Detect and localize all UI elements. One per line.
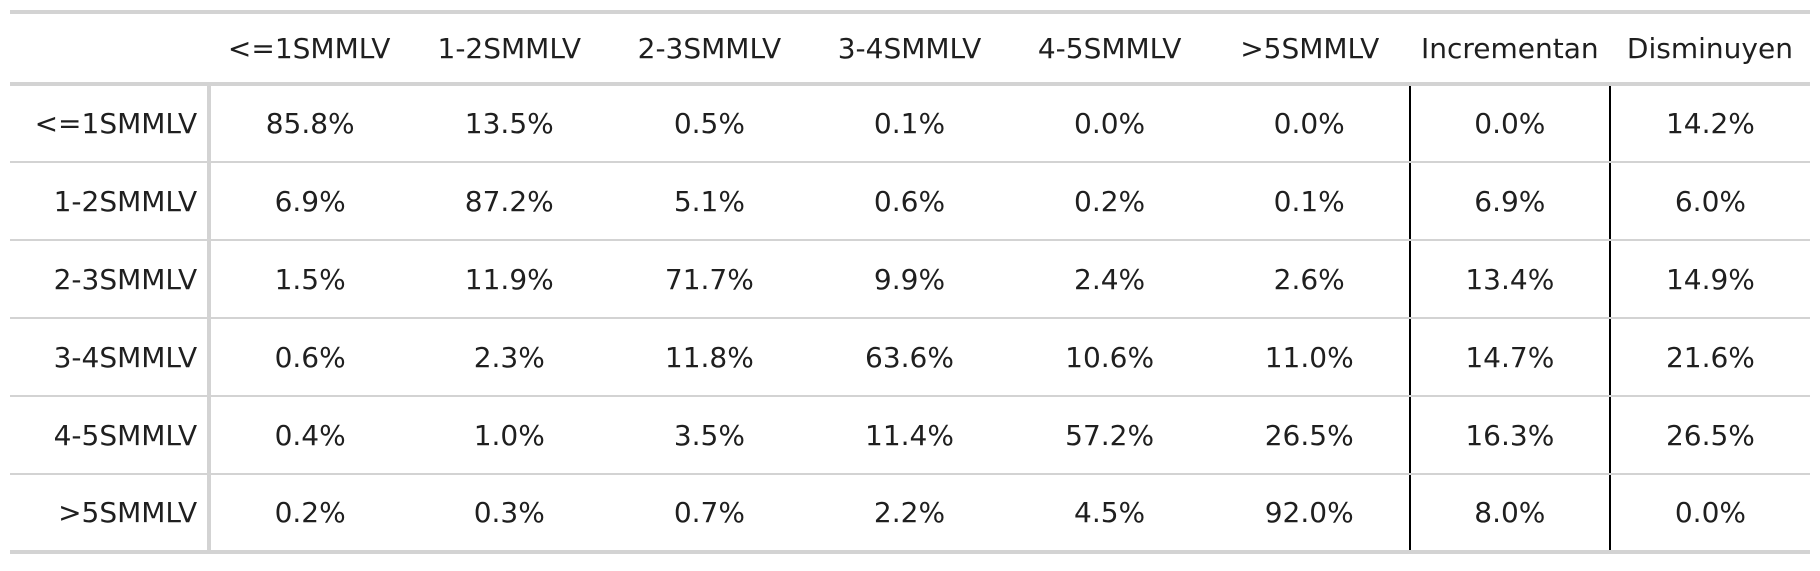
table-cell: 13.5% (409, 84, 610, 163)
table-cell: 0.0% (1009, 84, 1210, 163)
table-cell-disminuyen: 14.9% (1608, 240, 1810, 319)
table-cell: 11.0% (1209, 318, 1410, 397)
header-row: <=1SMMLV 1-2SMMLV 2-3SMMLV 3-4SMMLV 4-5S… (10, 10, 1810, 86)
table-cell: 0.1% (1209, 162, 1410, 241)
row-label: <=1SMMLV (10, 84, 212, 163)
table-cell: 9.9% (809, 240, 1010, 319)
column-header: 2-3SMMLV (609, 10, 810, 86)
table-cell: 11.8% (609, 318, 810, 397)
table-cell: 85.8% (209, 84, 410, 163)
table-cell: 63.6% (809, 318, 1010, 397)
table-cell-incrementan: 16.3% (1408, 396, 1610, 475)
table-cell: 11.9% (409, 240, 610, 319)
transition-matrix-table: <=1SMMLV 1-2SMMLV 2-3SMMLV 3-4SMMLV 4-5S… (10, 10, 1810, 554)
row-label: 1-2SMMLV (10, 162, 212, 241)
table-cell: 0.6% (809, 162, 1010, 241)
table-cell: 11.4% (809, 396, 1010, 475)
table-row: 1-2SMMLV 6.9% 87.2% 5.1% 0.6% 0.2% 0.1% … (10, 162, 1810, 241)
table-cell: 4.5% (1009, 474, 1210, 554)
table-row: 3-4SMMLV 0.6% 2.3% 11.8% 63.6% 10.6% 11.… (10, 318, 1810, 397)
table-cell: 5.1% (609, 162, 810, 241)
table-cell-disminuyen: 0.0% (1608, 474, 1810, 554)
table-cell: 6.9% (209, 162, 410, 241)
column-header-disminuyen: Disminuyen (1609, 10, 1810, 86)
table-row: 2-3SMMLV 1.5% 11.9% 71.7% 9.9% 2.4% 2.6%… (10, 240, 1810, 319)
table-cell-disminuyen: 26.5% (1608, 396, 1810, 475)
table-cell: 57.2% (1009, 396, 1210, 475)
table-cell: 2.2% (809, 474, 1010, 554)
column-header: <=1SMMLV (209, 10, 410, 86)
table-cell: 0.2% (209, 474, 410, 554)
column-header: 3-4SMMLV (809, 10, 1010, 86)
row-label: >5SMMLV (10, 474, 212, 554)
table-cell: 0.0% (1209, 84, 1410, 163)
table-cell: 26.5% (1209, 396, 1410, 475)
column-header: >5SMMLV (1209, 10, 1410, 86)
row-label: 2-3SMMLV (10, 240, 212, 319)
row-label: 3-4SMMLV (10, 318, 212, 397)
column-header: 4-5SMMLV (1009, 10, 1210, 86)
table-cell-disminuyen: 21.6% (1608, 318, 1810, 397)
table-cell: 0.7% (609, 474, 810, 554)
table-row: >5SMMLV 0.2% 0.3% 0.7% 2.2% 4.5% 92.0% 8… (10, 474, 1810, 554)
table-row: 4-5SMMLV 0.4% 1.0% 3.5% 11.4% 57.2% 26.5… (10, 396, 1810, 475)
corner-header-cell (10, 10, 210, 86)
table-cell: 0.3% (409, 474, 610, 554)
table-cell-disminuyen: 6.0% (1608, 162, 1810, 241)
table-cell-incrementan: 8.0% (1408, 474, 1610, 554)
table-cell: 1.0% (409, 396, 610, 475)
table-cell: 87.2% (409, 162, 610, 241)
column-header-incrementan: Incrementan (1409, 10, 1610, 86)
table-cell: 1.5% (209, 240, 410, 319)
column-header: 1-2SMMLV (409, 10, 610, 86)
table-cell: 10.6% (1009, 318, 1210, 397)
table-cell: 2.4% (1009, 240, 1210, 319)
table-cell: 0.1% (809, 84, 1010, 163)
table-cell: 2.6% (1209, 240, 1410, 319)
table-cell: 0.4% (209, 396, 410, 475)
table-cell: 2.3% (409, 318, 610, 397)
row-label: 4-5SMMLV (10, 396, 212, 475)
transition-matrix-container: <=1SMMLV 1-2SMMLV 2-3SMMLV 3-4SMMLV 4-5S… (10, 10, 1810, 554)
table-cell: 0.6% (209, 318, 410, 397)
table-cell-disminuyen: 14.2% (1608, 84, 1810, 163)
table-cell-incrementan: 14.7% (1408, 318, 1610, 397)
table-cell-incrementan: 6.9% (1408, 162, 1610, 241)
table-cell-incrementan: 0.0% (1408, 84, 1610, 163)
table-row: <=1SMMLV 85.8% 13.5% 0.5% 0.1% 0.0% 0.0%… (10, 84, 1810, 163)
table-cell: 0.5% (609, 84, 810, 163)
table-cell: 3.5% (609, 396, 810, 475)
table-cell: 0.2% (1009, 162, 1210, 241)
table-cell-incrementan: 13.4% (1408, 240, 1610, 319)
table-cell: 71.7% (609, 240, 810, 319)
table-cell: 92.0% (1209, 474, 1410, 554)
